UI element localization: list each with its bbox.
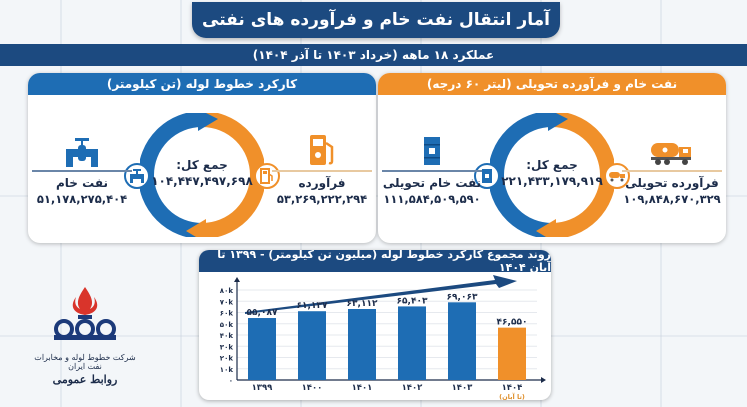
- chart-title: روند مجموع کارکرد خطوط لوله (میلیون تن ک…: [199, 250, 551, 274]
- bar-value-label: ۵۵,۰۸۷: [247, 308, 278, 318]
- divider: [382, 170, 482, 172]
- x-axis-arrow-icon: [541, 377, 546, 383]
- bar-chart: ۰ ۱۰k ۲۰k ۳۰k ۴۰k ۵۰k ۶۰k ۷۰k ۸۰k ۵۵,۰۸۷ ۱۳۹۹ ۶۱,۱۳…: [220, 275, 546, 400]
- x-tick-note: (تا آبان): [499, 392, 525, 400]
- x-tick-label: ۱۴۰۱: [352, 383, 373, 393]
- bar: [348, 308, 376, 380]
- bar-value-label: ۶۵,۴۰۳: [397, 296, 428, 306]
- x-tick-label: ۱۳۹۹: [252, 383, 274, 393]
- pipe-valve-icon: [32, 133, 132, 167]
- total-value: ۱۰۴,۴۴۷,۴۹۷,۶۹۸: [151, 174, 253, 188]
- divider: [32, 170, 132, 172]
- company-logo: شرکت خطوط لوله و مخابرات نفت ایران روابط…: [30, 285, 140, 386]
- oil-barrel-icon: [382, 133, 482, 167]
- product-label: فرآورده: [298, 176, 346, 190]
- tanker-truck-icon: [622, 133, 722, 167]
- delivery-panel-title: نفت خام و فرآورده تحویلی (لیتر ۶۰ درجه): [378, 73, 726, 95]
- trend-arrow-icon: [245, 275, 517, 314]
- bar: [298, 311, 326, 380]
- bar: [248, 318, 276, 380]
- fuel-pump-icon: [272, 133, 372, 167]
- crude-oil-stat: نفت خام ۵۱,۱۷۸,۲۷۵,۴۰۴: [32, 133, 132, 206]
- pipe-valve-badge-icon: [124, 163, 150, 189]
- y-tick-label: ۵۰k: [220, 321, 234, 329]
- bar-value-label: ۶۳,۱۱۲: [347, 299, 378, 309]
- delivery-total: جمع کل: ۲۲۱,۴۳۳,۱۷۹,۹۱۹: [482, 158, 622, 188]
- delivered-product-stat: فرآورده تحویلی ۱۰۹,۸۴۸,۶۷۰,۳۲۹: [622, 133, 722, 206]
- divider: [272, 170, 372, 172]
- y-tick-label: ۸۰k: [220, 287, 234, 295]
- bar: [498, 327, 526, 380]
- crude-oil-value: ۵۱,۱۷۸,۲۷۵,۴۰۴: [36, 192, 128, 206]
- x-tick-label: ۱۴۰۳: [452, 383, 474, 393]
- bar-value-label: ۴۶,۵۵۰: [497, 318, 528, 328]
- y-tick-label: ۲۰k: [220, 355, 234, 363]
- y-tick-label: ۷۰k: [220, 298, 234, 306]
- bar: [448, 302, 476, 380]
- page-title: آمار انتقال نفت خام و فرآورده های نفتی: [192, 2, 560, 38]
- y-tick-label: ۱۰k: [220, 366, 234, 374]
- pipeline-panel-title: کارکرد خطوط لوله (تن کیلومتر): [28, 73, 376, 95]
- pipeline-panel: کارکرد خطوط لوله (تن کیلومتر) جمع کل: ۱۰…: [28, 73, 376, 243]
- delivered-crude-value: ۱۱۱,۵۸۴,۵۰۹,۵۹۰: [383, 192, 481, 206]
- delivered-product-label: فرآورده تحویلی: [625, 176, 719, 190]
- product-value: ۵۳,۲۶۹,۲۲۲,۲۹۴: [276, 192, 368, 206]
- divider: [622, 170, 722, 172]
- x-tick-label: ۱۴۰۰: [302, 383, 323, 393]
- fuel-pump-badge-icon: [254, 163, 280, 189]
- total-label: جمع کل:: [526, 158, 578, 172]
- pipeline-total: جمع کل: ۱۰۴,۴۴۷,۴۹۷,۶۹۸: [132, 158, 272, 188]
- y-axis-arrow-icon: [234, 277, 240, 282]
- y-tick-label: ۰: [229, 377, 233, 385]
- bar: [398, 306, 426, 380]
- y-tick-label: ۴۰k: [220, 332, 234, 340]
- y-tick-label: ۳۰k: [220, 343, 234, 351]
- delivery-panel: نفت خام و فرآورده تحویلی (لیتر ۶۰ درجه) …: [378, 73, 726, 243]
- page-subtitle: عملکرد ۱۸ ماهه (خرداد ۱۴۰۳ تا آذر ۱۴۰۴): [0, 44, 747, 66]
- total-label: جمع کل:: [176, 158, 228, 172]
- nioc-flame-logo-icon: [54, 287, 116, 340]
- delivered-crude-label: نفت خام تحویلی: [382, 176, 482, 190]
- bar-value-label: ۶۱,۱۳۷: [297, 301, 328, 311]
- x-tick-label: ۱۴۰۲: [402, 383, 424, 393]
- tanker-truck-badge-icon: [604, 163, 630, 189]
- bar-value-label: ۶۹,۰۶۳: [447, 292, 478, 302]
- company-name: شرکت خطوط لوله و مخابرات نفت ایران: [34, 353, 136, 371]
- x-tick-label: ۱۴۰۴: [502, 383, 523, 393]
- trend-chart-card: روند مجموع کارکرد خطوط لوله (میلیون تن ک…: [199, 250, 551, 400]
- delivered-crude-stat: نفت خام تحویلی ۱۱۱,۵۸۴,۵۰۹,۵۹۰: [382, 133, 482, 206]
- delivered-product-value: ۱۰۹,۸۴۸,۶۷۰,۳۲۹: [623, 192, 721, 206]
- total-value: ۲۲۱,۴۳۳,۱۷۹,۹۱۹: [501, 174, 603, 188]
- y-tick-label: ۶۰k: [220, 310, 234, 318]
- oil-barrel-badge-icon: [474, 163, 500, 189]
- crude-oil-label: نفت خام: [56, 176, 108, 190]
- product-stat: فرآورده ۵۳,۲۶۹,۲۲۲,۲۹۴: [272, 133, 372, 206]
- department-name: روابط عمومی: [52, 373, 118, 386]
